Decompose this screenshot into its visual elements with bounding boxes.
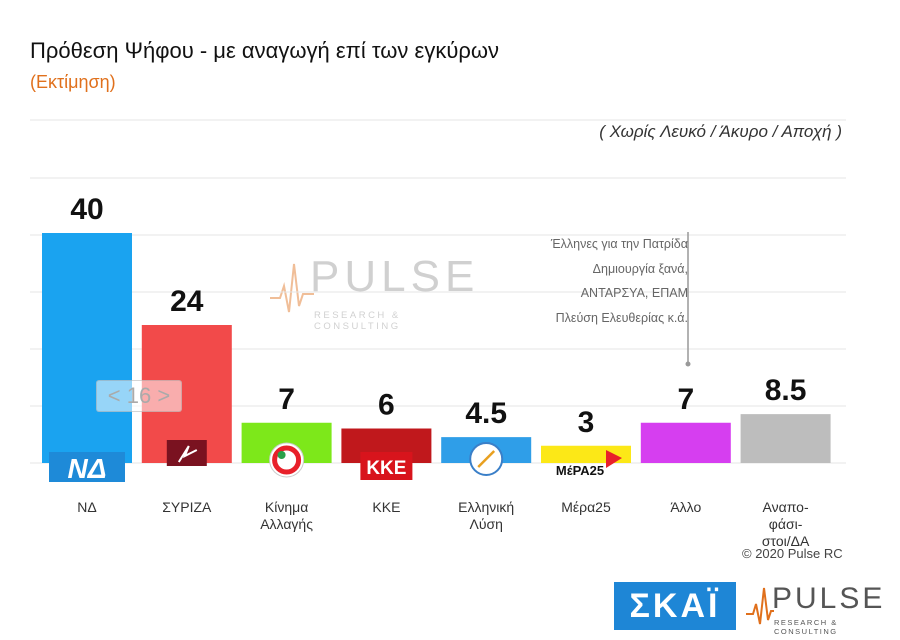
pulse-logo-tagline: RESEARCH & CONSULTING bbox=[774, 618, 838, 636]
chart-subtitle: (Εκτίμηση) bbox=[30, 72, 116, 92]
value-label: 3 bbox=[578, 406, 595, 439]
other-breakdown-line: Δημιουργία ξανά, bbox=[592, 261, 688, 276]
pulse-logo-word: PULSE bbox=[772, 582, 886, 615]
kke-logo-icon bbox=[360, 452, 413, 480]
pulse-logo-wave-icon bbox=[746, 587, 774, 625]
mera25-logo-text: ΜέΡΑ25 bbox=[556, 463, 604, 478]
value-label: 7 bbox=[278, 383, 295, 416]
pulse-logo: PULSE RESEARCH & CONSULTING bbox=[746, 582, 888, 636]
pulse-watermark: PULSE RESEARCH & CONSULTING bbox=[270, 252, 490, 332]
value-label: 4.5 bbox=[465, 397, 507, 430]
category-label: Αλλαγής bbox=[260, 516, 313, 532]
value-label: 8.5 bbox=[765, 374, 807, 407]
nd-logo-icon bbox=[49, 452, 125, 482]
bar-6 bbox=[640, 422, 731, 463]
value-label: 6 bbox=[378, 389, 395, 422]
axis-break-marker: < 16 > bbox=[96, 380, 182, 412]
value-label: 24 bbox=[170, 285, 204, 318]
chart-title: Πρόθεση Ψήφου - με αναγωγή επί των εγκύρ… bbox=[30, 38, 500, 63]
skai-logo: ΣΚΑΪ bbox=[614, 582, 736, 630]
category-label: Άλλο bbox=[670, 499, 701, 515]
category-label: Αναπο- bbox=[763, 499, 809, 515]
kinal-logo-dot bbox=[277, 451, 286, 459]
category-label: στοι/ΔΑ bbox=[762, 533, 810, 549]
category-label: ΝΔ bbox=[77, 499, 96, 515]
other-breakdown-line: ΑΝΤΑΡΣΥΑ, ΕΠΑΜ bbox=[580, 286, 688, 300]
bar-0 bbox=[42, 233, 132, 463]
mera25-logo-icon bbox=[606, 450, 622, 468]
other-leader-dot bbox=[685, 361, 691, 367]
category-label: ΚΚΕ bbox=[372, 499, 400, 515]
category-label: Μέρα25 bbox=[561, 499, 611, 515]
other-breakdown: Έλληνες για την Πατρίδα Δημιουργία ξανά,… bbox=[510, 232, 688, 330]
category-label: φάσι- bbox=[769, 516, 803, 532]
nd-logo-text: ΝΔ bbox=[67, 453, 106, 484]
category-label: Λύση bbox=[469, 516, 502, 532]
value-label: 7 bbox=[677, 383, 694, 416]
kinal-logo-ring bbox=[272, 445, 302, 475]
other-breakdown-line: Πλεύση Ελευθερίας κ.ά. bbox=[555, 310, 688, 325]
copyright-text: © 2020 Pulse RC bbox=[742, 546, 843, 561]
watermark-word: PULSE bbox=[310, 252, 480, 301]
category-label: Κίνημα bbox=[265, 499, 308, 515]
elliniki-lysi-logo-needle bbox=[477, 450, 496, 468]
category-label: ΣΥΡΙΖΑ bbox=[162, 499, 212, 515]
kke-logo-text: ΚΚΕ bbox=[366, 458, 406, 479]
syriza-logo-mark bbox=[177, 445, 198, 463]
pulse-wave-icon bbox=[270, 263, 314, 313]
bar-7 bbox=[740, 414, 831, 463]
chart-note: ( Χωρίς Λευκό / Άκυρο / Αποχή ) bbox=[599, 122, 842, 141]
value-label: 40 bbox=[70, 193, 103, 226]
watermark-tagline: RESEARCH & CONSULTING bbox=[314, 310, 401, 332]
category-label: Ελληνική bbox=[458, 499, 514, 515]
other-breakdown-line: Έλληνες για την Πατρίδα bbox=[550, 237, 688, 251]
